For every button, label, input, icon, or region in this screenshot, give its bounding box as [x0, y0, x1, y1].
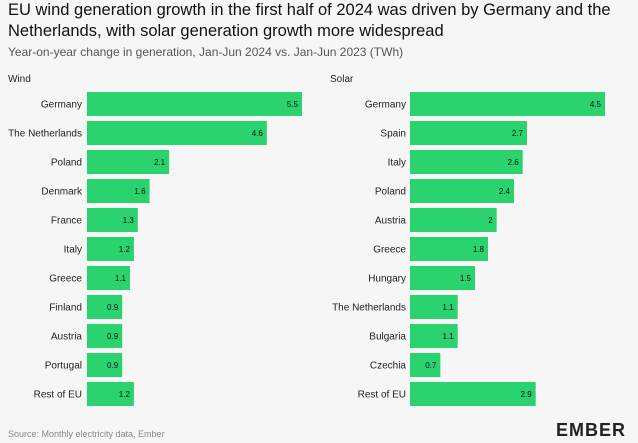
wind-category-label: Denmark	[41, 187, 83, 198]
wind-value-label: 0.9	[107, 332, 119, 341]
wind-bar	[87, 382, 134, 406]
solar-category-label: Poland	[375, 187, 406, 198]
wind-bar	[87, 179, 150, 203]
wind-bar	[87, 92, 302, 116]
wind-category-label: France	[51, 216, 83, 227]
chart-subtitle: Year-on-year change in generation, Jan-J…	[8, 45, 404, 59]
wind-value-label: 1.6	[134, 187, 146, 196]
wind-value-label: 1.3	[123, 216, 135, 225]
wind-value-label: 0.9	[107, 303, 119, 312]
wind-bar	[87, 208, 138, 232]
solar-bar	[410, 266, 475, 290]
solar-value-label: 2	[488, 216, 493, 225]
solar-value-label: 1.1	[443, 332, 455, 341]
solar-panel-title: Solar	[330, 74, 354, 85]
wind-category-label: Italy	[64, 245, 82, 256]
ember-logo: EMBER	[555, 420, 626, 440]
solar-category-label: Bulgaria	[369, 332, 406, 343]
solar-bar	[410, 179, 514, 203]
wind-value-label: 2.1	[154, 158, 166, 167]
solar-bar	[410, 208, 497, 232]
wind-category-label: Finland	[49, 303, 82, 314]
solar-bar	[410, 382, 536, 406]
solar-value-label: 2.6	[508, 158, 520, 167]
solar-bar	[410, 150, 523, 174]
solar-category-label: Spain	[380, 129, 406, 140]
solar-bar	[410, 353, 441, 377]
solar-bar	[410, 92, 605, 116]
solar-value-label: 2.4	[499, 187, 511, 196]
wind-value-label: 5.5	[287, 100, 299, 109]
source-note: Source: Monthly electricity data, Ember	[8, 429, 165, 439]
wind-category-label: Greece	[49, 274, 82, 285]
wind-value-label: 0.9	[107, 361, 119, 370]
wind-bar	[87, 353, 123, 377]
wind-category-label: Rest of EU	[34, 390, 82, 401]
wind-bar	[87, 324, 123, 348]
wind-bar	[87, 237, 134, 261]
solar-category-label: Hungary	[368, 274, 406, 285]
solar-value-label: 2.9	[521, 390, 533, 399]
wind-panel-title: Wind	[8, 74, 31, 85]
wind-bar	[87, 266, 130, 290]
wind-value-label: 1.2	[119, 245, 131, 254]
solar-category-label: Rest of EU	[358, 390, 406, 401]
solar-value-label: 1.5	[460, 274, 472, 283]
wind-value-label: 1.1	[115, 274, 127, 283]
solar-category-label: Germany	[365, 100, 406, 111]
solar-bar	[410, 237, 488, 261]
wind-category-label: Portugal	[45, 361, 82, 372]
wind-category-label: The Netherlands	[8, 129, 82, 140]
solar-category-label: Greece	[373, 245, 406, 256]
solar-category-label: Czechia	[370, 361, 407, 372]
chart-title: EU wind generation growth in the first h…	[8, 1, 611, 40]
wind-bar	[87, 295, 123, 319]
wind-value-label: 1.2	[119, 390, 131, 399]
solar-category-label: Austria	[375, 216, 407, 227]
solar-value-label: 0.7	[425, 361, 437, 370]
solar-category-label: The Netherlands	[332, 303, 406, 314]
solar-bar	[410, 121, 527, 145]
wind-bar	[87, 150, 170, 174]
solar-category-label: Italy	[388, 158, 406, 169]
solar-value-label: 2.7	[512, 129, 524, 138]
solar-bar	[410, 295, 458, 319]
solar-value-label: 1.1	[443, 303, 455, 312]
solar-bar	[410, 324, 458, 348]
solar-value-label: 1.8	[473, 245, 485, 254]
solar-value-label: 4.5	[590, 100, 602, 109]
wind-value-label: 4.6	[252, 129, 264, 138]
wind-category-label: Poland	[51, 158, 82, 169]
wind-category-label: Germany	[41, 100, 82, 111]
wind-bar	[87, 121, 267, 145]
wind-category-label: Austria	[51, 332, 83, 343]
